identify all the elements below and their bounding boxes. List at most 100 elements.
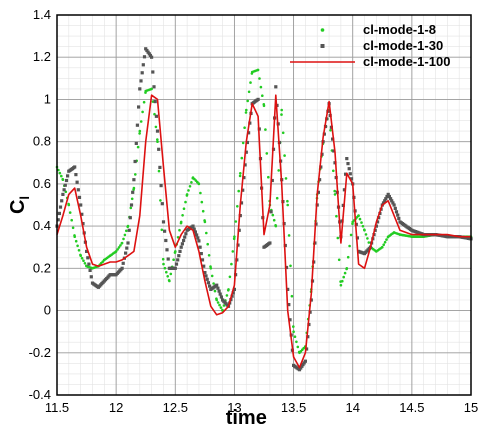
data-point <box>385 238 388 241</box>
data-point <box>219 295 223 299</box>
data-point <box>70 218 73 222</box>
data-point <box>231 250 235 253</box>
data-point <box>148 53 152 58</box>
data-point <box>230 262 233 266</box>
data-point <box>178 228 181 232</box>
data-point <box>197 182 201 186</box>
data-point <box>262 104 266 108</box>
data-point <box>205 277 209 281</box>
data-point <box>120 241 124 245</box>
data-point <box>88 268 92 272</box>
data-point <box>286 287 290 291</box>
data-point <box>361 224 365 228</box>
data-point <box>316 190 320 194</box>
data-point <box>289 264 292 268</box>
data-point <box>184 200 187 204</box>
data-point <box>246 99 249 103</box>
data-point <box>74 239 78 243</box>
data-point <box>195 233 199 237</box>
data-point <box>348 172 352 176</box>
data-point <box>363 229 366 232</box>
data-point <box>386 192 390 196</box>
data-point <box>233 235 236 238</box>
data-point <box>158 165 162 169</box>
data-point <box>287 234 291 237</box>
legend-label: cl-mode-1-8 <box>363 22 436 37</box>
data-point <box>318 178 322 182</box>
data-point <box>244 111 248 114</box>
data-point <box>256 97 260 101</box>
data-point <box>208 284 212 288</box>
data-point <box>73 165 77 169</box>
data-point <box>87 262 91 266</box>
data-point <box>225 294 229 297</box>
data-point <box>245 108 248 112</box>
legend-label: cl-mode-1-100 <box>363 54 450 69</box>
data-point <box>382 243 386 246</box>
data-point <box>242 176 246 180</box>
data-point <box>134 141 138 145</box>
data-point <box>337 258 341 262</box>
data-point <box>272 218 276 222</box>
y-tick-label: -0.4 <box>29 387 51 402</box>
data-point <box>332 169 335 173</box>
y-tick-label: 0 <box>44 303 51 318</box>
data-point <box>193 230 197 234</box>
data-point <box>156 140 159 143</box>
data-point <box>173 266 177 270</box>
data-point <box>159 199 162 202</box>
y-tick-label: 1.2 <box>33 49 51 64</box>
data-point <box>132 186 136 190</box>
y-tick-labels: -0.4 -0.2 0 0.2 0.4 0.6 0.8 1 1.2 1.4 <box>29 7 51 402</box>
data-point <box>139 79 143 83</box>
data-point <box>125 229 128 233</box>
data-point <box>154 114 158 118</box>
data-point <box>284 177 288 180</box>
data-point <box>157 169 161 173</box>
data-point <box>280 108 284 112</box>
data-point <box>249 81 252 84</box>
data-point <box>268 241 272 245</box>
data-point <box>183 235 187 239</box>
data-point <box>174 262 179 266</box>
data-point <box>60 199 64 203</box>
data-point <box>129 203 134 207</box>
data-point <box>200 258 205 262</box>
x-tick-labels: 11.5 12 12.5 13 13.5 14 14.5 15 <box>45 400 478 415</box>
data-point <box>336 236 340 240</box>
data-point <box>58 205 63 209</box>
data-point <box>89 275 93 279</box>
data-point <box>64 178 69 183</box>
data-point <box>228 275 232 279</box>
data-point <box>86 256 90 260</box>
data-point <box>210 274 214 278</box>
data-point <box>343 271 347 275</box>
data-point <box>176 258 180 262</box>
data-point <box>381 245 384 249</box>
data-point <box>80 256 84 260</box>
data-point <box>192 227 196 231</box>
x-tick-label: 13.5 <box>281 400 306 415</box>
data-point <box>76 244 79 248</box>
data-point <box>245 140 249 145</box>
data-point <box>287 303 291 307</box>
data-point <box>177 254 181 258</box>
data-point <box>204 274 208 278</box>
data-point <box>128 216 132 220</box>
data-point <box>300 364 304 368</box>
data-point <box>160 228 164 232</box>
data-point <box>152 85 156 89</box>
data-point <box>131 190 135 194</box>
x-tick-label: 13 <box>227 400 241 415</box>
data-point <box>392 203 396 207</box>
data-point <box>296 345 300 349</box>
series-line <box>56 94 471 369</box>
data-point <box>335 214 338 218</box>
data-point <box>174 250 177 253</box>
data-point <box>178 249 182 253</box>
data-point <box>137 105 141 109</box>
data-point <box>396 213 400 217</box>
data-point <box>216 301 220 304</box>
data-point <box>240 156 244 160</box>
data-point <box>346 255 350 259</box>
